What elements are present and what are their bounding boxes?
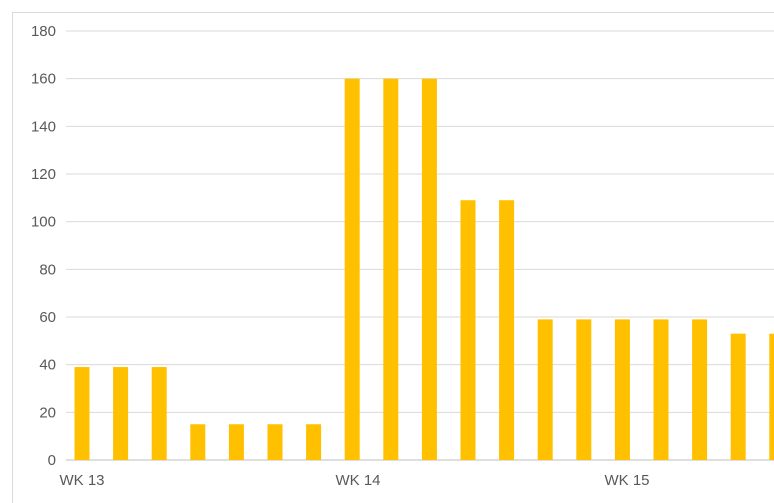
y-tick-label: 120 [31, 166, 56, 183]
x-axis-ticks: WK 13 WK 14 WK 15 [59, 472, 649, 489]
y-tick-label: 160 [31, 71, 56, 88]
y-tick-label: 180 [31, 23, 56, 40]
bar [383, 79, 398, 460]
y-tick-label: 0 [48, 452, 56, 469]
bar [654, 319, 669, 460]
y-tick-label: 100 [31, 214, 56, 231]
y-tick-label: 40 [39, 357, 56, 374]
y-tick-label: 80 [39, 261, 56, 278]
y-tick-label: 20 [39, 404, 56, 421]
bar [229, 424, 244, 460]
bar [461, 200, 476, 460]
bar [692, 319, 707, 460]
y-tick-label: 60 [39, 309, 56, 326]
x-tick-label: WK 14 [335, 472, 380, 489]
x-tick-label: WK 13 [59, 472, 104, 489]
y-axis-ticks: 0 20 40 60 80 100 120 140 160 180 [31, 23, 56, 469]
bar [615, 319, 630, 460]
bar [538, 319, 553, 460]
bar [731, 334, 746, 460]
bar [345, 79, 360, 460]
bar [576, 319, 591, 460]
bar [152, 367, 167, 460]
bar [306, 424, 321, 460]
bar [499, 200, 514, 460]
bar [268, 424, 283, 460]
bar [113, 367, 128, 460]
bar [75, 367, 90, 460]
bar [190, 424, 205, 460]
bar [769, 334, 774, 460]
bar [422, 79, 437, 460]
x-tick-label: WK 15 [604, 472, 649, 489]
y-tick-label: 140 [31, 118, 56, 135]
